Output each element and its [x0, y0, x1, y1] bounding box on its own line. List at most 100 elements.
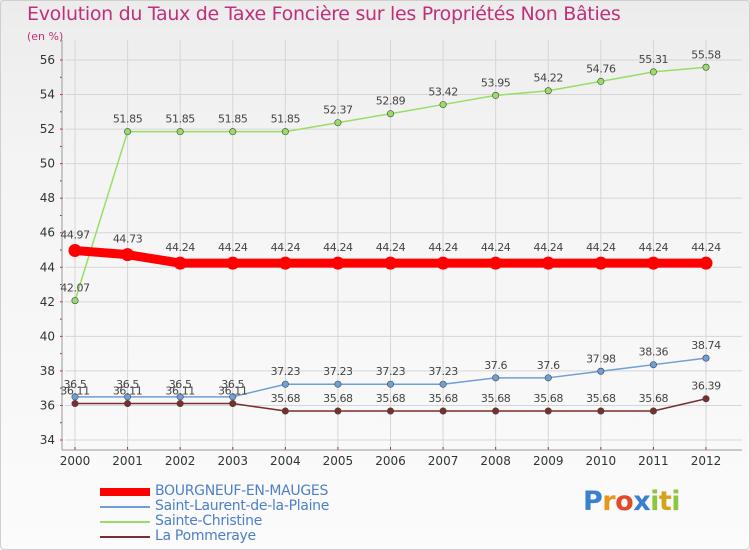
point-sainte-christine — [439, 101, 447, 109]
data-label-la-pommeraye: 35.68 — [376, 392, 406, 405]
data-label-sainte-christine: 53.95 — [481, 76, 511, 89]
data-label-la-pommeraye: 35.68 — [586, 392, 616, 405]
point-sainte-christine — [124, 128, 132, 136]
logo-letter: o — [615, 486, 634, 517]
y-tick-label: 34 — [40, 433, 55, 447]
x-tick-label: 2006 — [375, 454, 406, 468]
data-label-la-pommeraye: 36.39 — [691, 380, 721, 393]
data-label-la-pommeraye: 36.11 — [165, 385, 195, 398]
data-label-bourgneuf: 44.24 — [691, 241, 721, 254]
point-saint-laurent — [492, 374, 500, 382]
point-sainte-christine — [71, 297, 79, 305]
point-la-pommeraye — [702, 395, 710, 403]
line-chart: 34 36 38 40 42 44 46 48 50 52 54 56 2000 2001 2002 2003… — [40, 40, 742, 468]
point-bourgneuf — [173, 256, 187, 270]
point-la-pommeraye — [597, 407, 605, 415]
point-sainte-christine — [702, 63, 710, 71]
x-tick-label: 2003 — [217, 454, 248, 468]
logo-letter: r — [602, 486, 616, 517]
axes: 34 36 38 40 42 44 46 48 50 52 54 56 2000 2001 2002 2003… — [40, 40, 742, 468]
logo-letter: t — [658, 486, 672, 517]
legend-swatch-sainte-christine — [100, 521, 150, 523]
point-sainte-christine — [176, 128, 184, 136]
y-tick-label: 46 — [40, 226, 55, 240]
data-label-sainte-christine: 42.07 — [60, 282, 90, 295]
data-label-saint-laurent: 37.6 — [537, 359, 560, 372]
point-sainte-christine — [229, 128, 237, 136]
point-saint-laurent — [281, 380, 289, 388]
y-tick-label: 38 — [40, 364, 55, 378]
y-tick-label: 44 — [40, 260, 55, 274]
data-label-saint-laurent: 36.5 — [64, 378, 87, 391]
point-la-pommeraye — [439, 407, 447, 415]
data-label-la-pommeraye: 36.11 — [218, 385, 248, 398]
point-saint-laurent — [334, 380, 342, 388]
data-label-saint-laurent: 37.23 — [271, 365, 301, 378]
data-labels-layer: 44.97 44.73 44.24 44.24 44.24 44.24 44.24 44.24… — [60, 48, 721, 405]
x-tick-label: 2000 — [60, 454, 91, 468]
y-tick-label: 42 — [40, 295, 55, 309]
data-label-bourgneuf: 44.24 — [534, 241, 564, 254]
point-sainte-christine — [492, 91, 500, 99]
point-saint-laurent — [597, 367, 605, 375]
point-la-pommeraye — [71, 400, 79, 408]
series-layer — [68, 63, 713, 415]
data-label-saint-laurent: 36.5 — [169, 378, 192, 391]
point-bourgneuf — [68, 244, 82, 258]
legend-label-la-pommeraye: La Pommeraye — [155, 528, 256, 544]
point-bourgneuf — [278, 256, 292, 270]
point-sainte-christine — [649, 68, 657, 76]
point-la-pommeraye — [281, 407, 289, 415]
point-saint-laurent — [702, 354, 710, 362]
data-label-bourgneuf: 44.24 — [271, 241, 301, 254]
data-label-la-pommeraye: 35.68 — [481, 392, 511, 405]
legend-swatch-bourgneuf — [100, 488, 150, 496]
data-label-la-pommeraye: 35.68 — [639, 392, 669, 405]
data-label-saint-laurent: 38.74 — [691, 339, 721, 352]
data-label-saint-laurent: 36.5 — [116, 378, 139, 391]
data-label-la-pommeraye: 36.11 — [60, 385, 90, 398]
data-label-bourgneuf: 44.24 — [376, 241, 406, 254]
data-label-saint-laurent: 36.5 — [221, 378, 244, 391]
point-sainte-christine — [386, 110, 394, 118]
data-label-la-pommeraye: 35.68 — [323, 392, 353, 405]
y-unit-label: (en %) — [27, 30, 64, 43]
logo-letter: x — [633, 486, 651, 517]
x-tick-label: 2010 — [586, 454, 617, 468]
point-saint-laurent — [71, 393, 79, 401]
x-tick-label: 2005 — [323, 454, 354, 468]
data-label-saint-laurent: 37.23 — [323, 365, 353, 378]
data-label-bourgneuf: 44.97 — [60, 229, 90, 242]
y-tick-label: 56 — [40, 53, 55, 67]
data-label-saint-laurent: 38.36 — [639, 346, 669, 359]
data-label-sainte-christine: 51.85 — [165, 113, 195, 126]
point-bourgneuf — [646, 256, 660, 270]
point-la-pommeraye — [229, 400, 237, 408]
point-saint-laurent — [386, 380, 394, 388]
data-label-la-pommeraye: 36.11 — [113, 385, 143, 398]
point-bourgneuf — [331, 256, 345, 270]
point-bourgneuf — [594, 256, 608, 270]
data-label-bourgneuf: 44.24 — [323, 241, 353, 254]
y-tick-label: 40 — [40, 329, 55, 343]
logo-letter: i — [671, 486, 681, 517]
point-saint-laurent — [439, 380, 447, 388]
point-sainte-christine — [544, 87, 552, 95]
point-la-pommeraye — [492, 407, 500, 415]
point-la-pommeraye — [176, 400, 184, 408]
data-label-bourgneuf: 44.73 — [113, 233, 143, 246]
point-bourgneuf — [436, 256, 450, 270]
logo-letter: P — [583, 486, 603, 517]
data-label-bourgneuf: 44.24 — [218, 241, 248, 254]
data-label-sainte-christine: 52.37 — [323, 104, 353, 117]
point-sainte-christine — [597, 77, 605, 85]
data-label-saint-laurent: 37.6 — [484, 359, 507, 372]
point-bourgneuf — [541, 256, 555, 270]
x-tick-label: 2007 — [428, 454, 459, 468]
point-la-pommeraye — [124, 400, 132, 408]
x-tick-label: 2004 — [270, 454, 301, 468]
y-tick-label: 50 — [40, 157, 55, 171]
data-label-bourgneuf: 44.24 — [586, 241, 616, 254]
point-sainte-christine — [281, 128, 289, 136]
point-bourgneuf — [699, 256, 713, 270]
